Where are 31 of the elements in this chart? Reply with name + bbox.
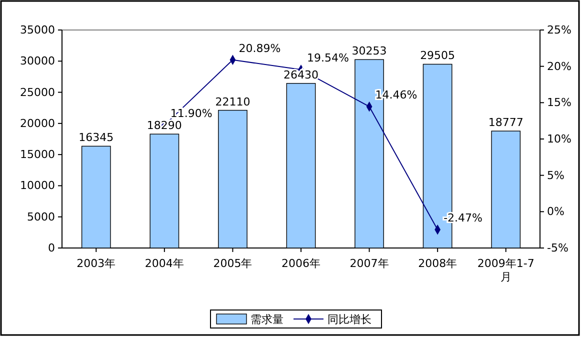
y-tick-label: 0	[48, 242, 55, 255]
data-label: 22110	[215, 95, 250, 108]
y2-tick-label: -5%	[547, 242, 568, 255]
y2-tick-label: 0%	[547, 205, 564, 218]
data-label: 18777	[488, 116, 524, 130]
x-tick-label: 2009年1-7月	[477, 257, 534, 284]
y-tick-label: 5000	[27, 210, 55, 224]
y-tick-label: 30000	[20, 54, 55, 68]
legend-label: 同比增长	[328, 313, 372, 326]
x-tick-label: 2004年	[144, 257, 184, 270]
data-label: 29505	[420, 49, 456, 62]
legend-label: 需求量	[250, 313, 284, 326]
y2-tick-label: 20%	[547, 60, 572, 73]
y-tick-label: 20000	[20, 116, 55, 130]
x-tick-label: 2005年	[213, 257, 252, 270]
data-label: 30253	[352, 44, 387, 58]
y-tick-label: 10000	[20, 179, 55, 192]
data-label: 20.89%	[238, 42, 281, 55]
y-tick-label: 35000	[20, 24, 55, 37]
y2-tick-label: 5%	[547, 168, 564, 182]
x-tick-label: 2008年	[418, 257, 458, 270]
data-label: 16345	[78, 131, 114, 144]
x-tick-label: 2007年	[350, 257, 389, 270]
x-tick-label: 2003年	[76, 257, 116, 270]
y2-tick-label: 15%	[547, 96, 572, 110]
y-tick-label: 15000	[20, 148, 55, 162]
y2-tick-label: 10%	[547, 132, 572, 146]
data-label: 19.54%	[307, 52, 349, 65]
y2-tick-label: 25%	[547, 24, 572, 37]
y-tick-label: 25000	[20, 86, 55, 99]
x-tick-label: 2006年	[282, 257, 320, 270]
